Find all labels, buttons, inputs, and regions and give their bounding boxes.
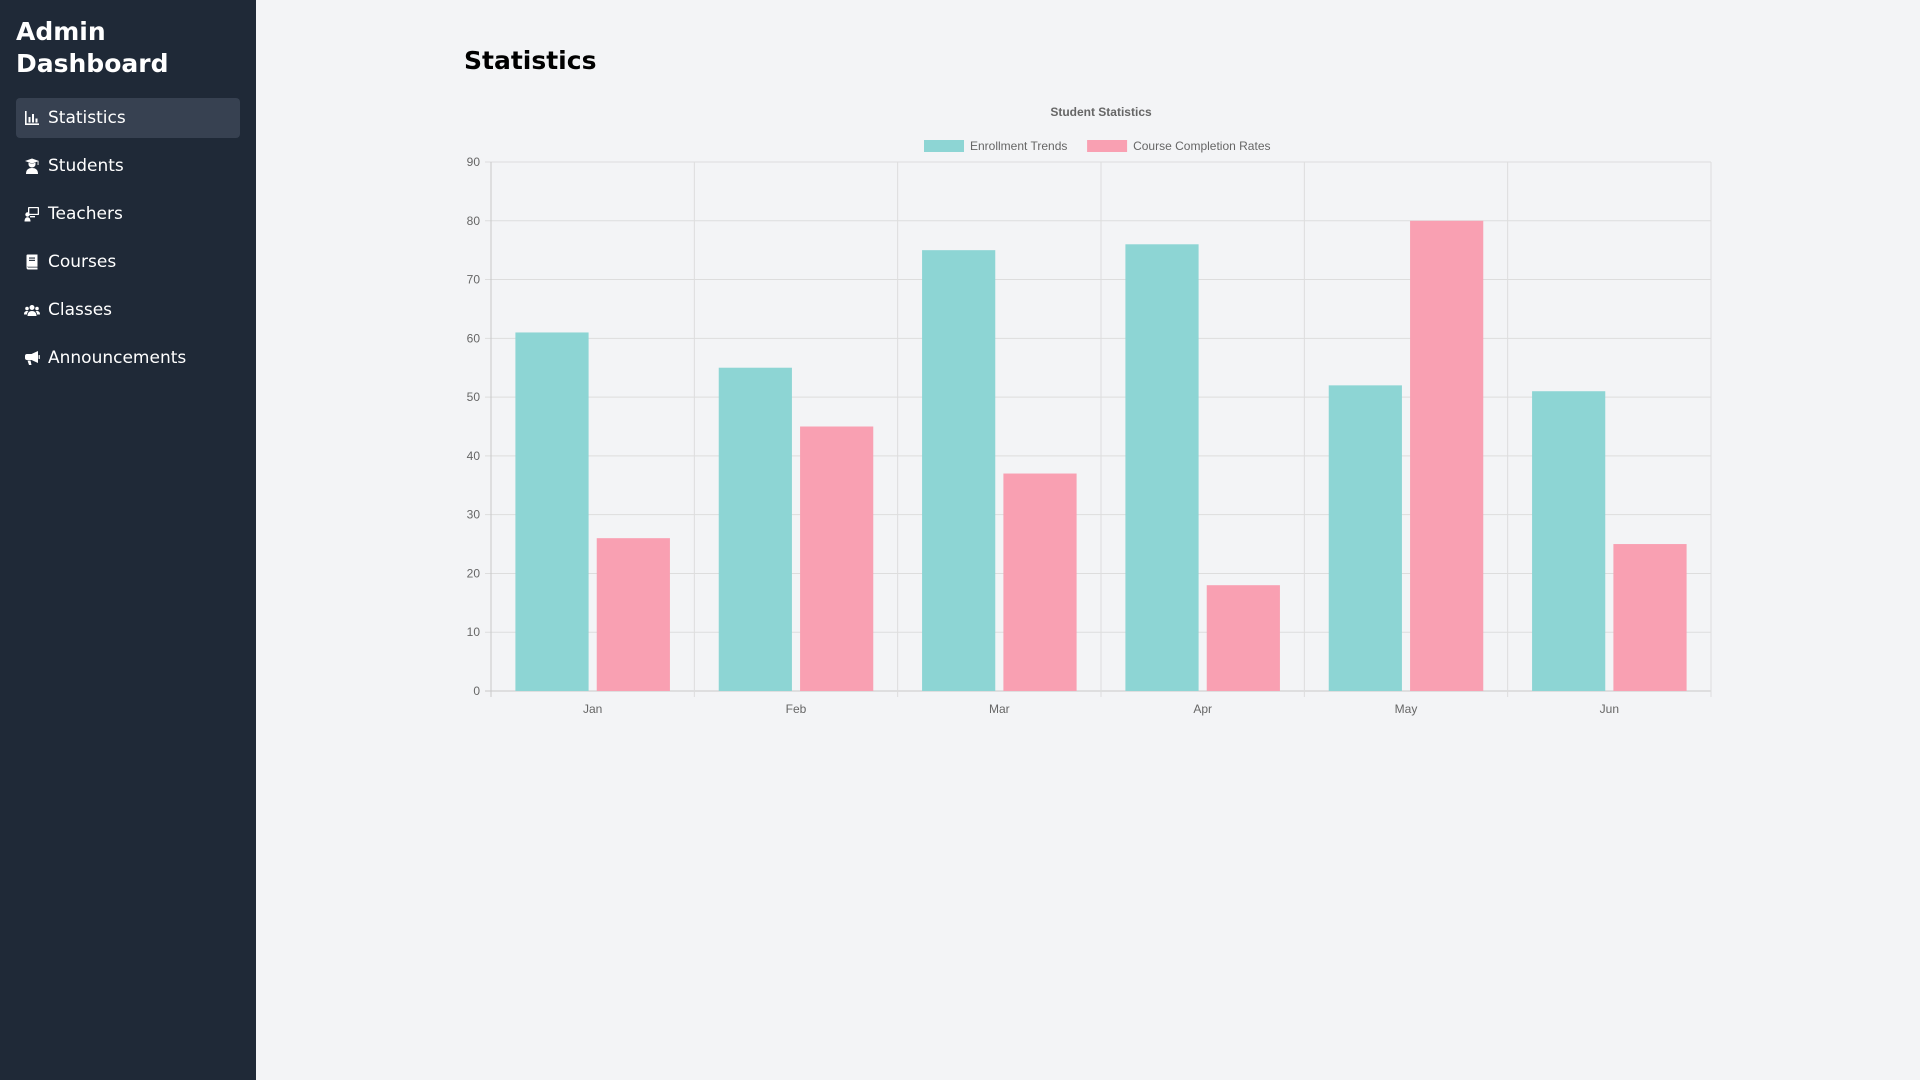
main-content: Statistics Student Statistics Enrollment … xyxy=(256,0,1920,1080)
chart-container: Student Statistics Enrollment Trends Cours… xyxy=(256,0,1920,764)
bar xyxy=(1003,473,1077,691)
y-tick-label: 30 xyxy=(467,508,481,522)
x-tick-label: Jan xyxy=(583,702,602,716)
bar xyxy=(718,367,792,691)
page-title: Statistics xyxy=(464,46,597,75)
x-tick-label: Apr xyxy=(1193,702,1212,716)
bar xyxy=(515,332,589,691)
x-tick-label: Jun xyxy=(1600,702,1619,716)
chart-title: Student Statistics xyxy=(1050,105,1152,119)
bar xyxy=(1125,244,1199,692)
student-icon xyxy=(24,158,40,174)
bar xyxy=(1410,220,1484,691)
bar xyxy=(922,250,996,691)
y-tick-label: 60 xyxy=(467,331,481,345)
y-tick-label: 90 xyxy=(467,155,481,169)
y-tick-label: 70 xyxy=(467,273,481,287)
sidebar-item-classes[interactable]: Classes xyxy=(16,290,240,330)
y-tick-label: 0 xyxy=(473,684,480,698)
sidebar-nav: Statistics Students Teachers Courses Cla… xyxy=(16,98,240,378)
bar xyxy=(1613,544,1687,691)
sidebar-item-students[interactable]: Students xyxy=(16,146,240,186)
sidebar-item-announcements[interactable]: Announcements xyxy=(16,338,240,378)
teacher-icon xyxy=(24,206,40,222)
bullhorn-icon xyxy=(24,350,40,366)
bar xyxy=(1328,385,1402,691)
sidebar-item-label: Teachers xyxy=(48,204,123,224)
app-title: Admin Dashboard xyxy=(16,17,169,78)
book-icon xyxy=(24,254,40,270)
bar xyxy=(800,426,874,691)
bar xyxy=(1206,585,1280,691)
legend-label: Enrollment Trends xyxy=(970,139,1067,153)
legend-swatch xyxy=(1087,140,1128,152)
bar xyxy=(596,538,670,691)
y-tick-label: 10 xyxy=(467,625,481,639)
x-tick-label: Feb xyxy=(786,702,807,716)
sidebar-item-statistics[interactable]: Statistics xyxy=(16,98,240,138)
sidebar-item-label: Announcements xyxy=(48,348,187,368)
legend-label: Course Completion Rates xyxy=(1133,139,1270,153)
sidebar: Admin Dashboard Statistics Students Teac… xyxy=(0,0,256,1080)
y-tick-label: 50 xyxy=(467,390,481,404)
users-icon xyxy=(24,302,40,318)
sidebar-item-label: Courses xyxy=(48,252,117,272)
sidebar-item-label: Classes xyxy=(48,300,113,320)
sidebar-item-teachers[interactable]: Teachers xyxy=(16,194,240,234)
bar xyxy=(1532,391,1606,691)
x-tick-label: May xyxy=(1395,702,1418,716)
bar-chart: Student Statistics Enrollment Trends Cours… xyxy=(467,105,1712,716)
legend-swatch xyxy=(924,140,964,152)
sidebar-item-label: Students xyxy=(48,156,124,176)
y-tick-label: 20 xyxy=(467,566,481,580)
y-tick-label: 80 xyxy=(467,214,481,228)
y-tick-label: 40 xyxy=(467,449,481,463)
chart-bar-icon xyxy=(24,110,40,126)
sidebar-item-label: Statistics xyxy=(48,108,126,128)
sidebar-item-courses[interactable]: Courses xyxy=(16,242,240,282)
x-tick-label: Mar xyxy=(989,702,1010,716)
